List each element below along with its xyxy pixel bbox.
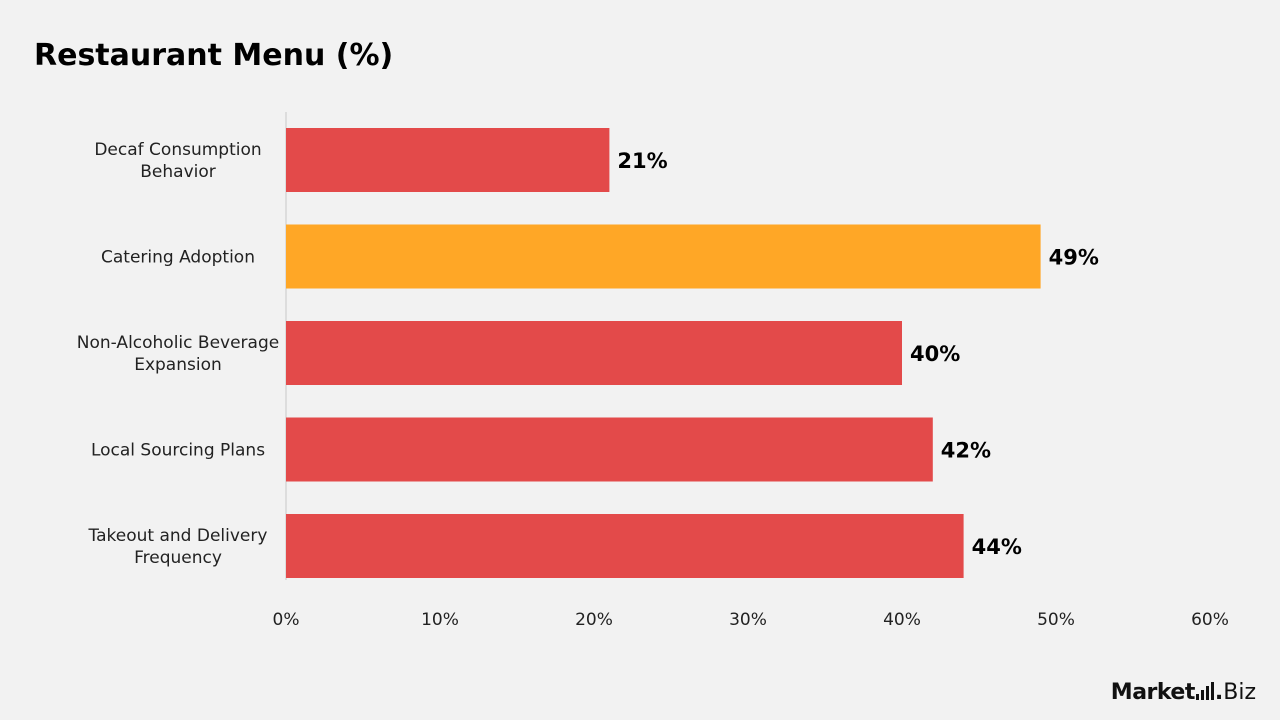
- x-tick-label-4: 40%: [883, 610, 921, 630]
- category-label-4: Takeout and Delivery Frequency: [88, 526, 268, 568]
- bar-1: [286, 224, 1041, 289]
- logo-dot: .: [1214, 680, 1224, 705]
- data-label-3: 42%: [941, 439, 991, 463]
- bar-2: [286, 321, 902, 385]
- marketbiz-logo: Market . Biz: [1111, 668, 1256, 704]
- bar-4: [286, 514, 964, 578]
- bar-0: [286, 128, 610, 192]
- category-label-0: Decaf Consumption Behavior: [94, 140, 261, 182]
- data-label-0: 21%: [617, 149, 667, 173]
- data-label-1: 49%: [1049, 246, 1099, 270]
- data-label-2: 40%: [910, 342, 960, 366]
- x-tick-label-3: 30%: [729, 610, 767, 630]
- bar-3: [286, 417, 933, 482]
- x-tick-label-1: 10%: [421, 610, 459, 630]
- chart-title: Restaurant Menu (%): [34, 38, 394, 73]
- category-label-1: Catering Adoption: [101, 248, 255, 268]
- logo-suffix: Biz: [1223, 680, 1256, 705]
- x-tick-label-6: 60%: [1191, 610, 1229, 630]
- category-label-3: Local Sourcing Plans: [91, 441, 265, 461]
- data-label-4: 44%: [972, 535, 1022, 559]
- logo-name: Market: [1110, 680, 1196, 705]
- x-tick-label-0: 0%: [273, 610, 300, 630]
- category-label-2: Non-Alcoholic Beverage Expansion: [77, 333, 279, 375]
- x-tick-label-2: 20%: [575, 610, 613, 630]
- x-tick-label-5: 50%: [1037, 610, 1075, 630]
- logo-bars-icon: [1195, 680, 1214, 700]
